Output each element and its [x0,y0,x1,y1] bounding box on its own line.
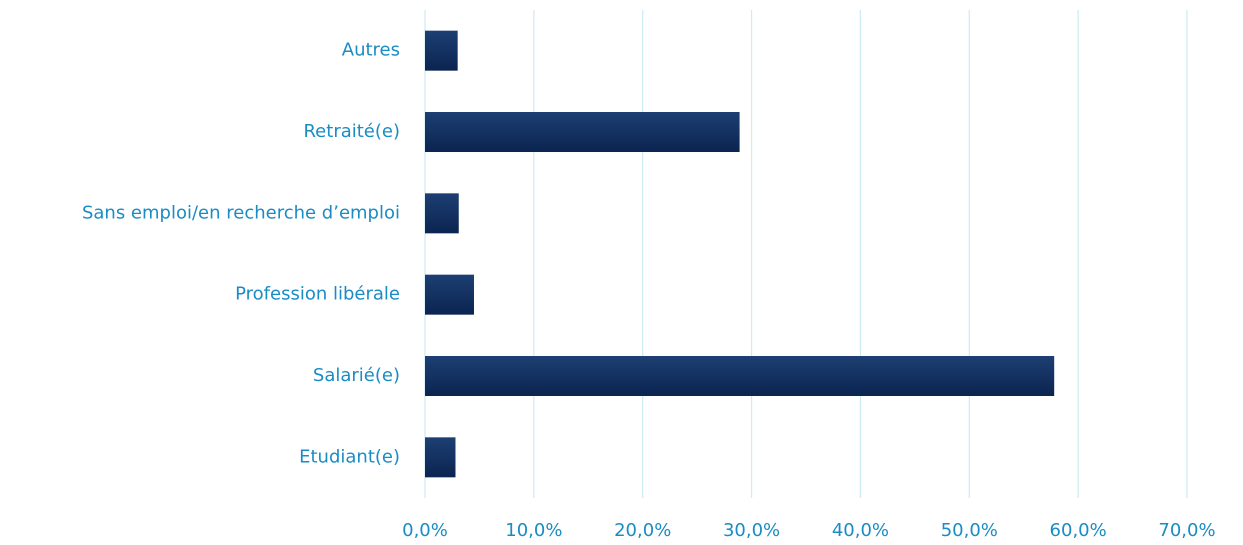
x-tick-label: 30,0% [723,520,780,541]
x-tick-label: 70,0% [1158,520,1215,541]
y-tick-label: Sans emploi/en recherche d’emploi [82,202,400,223]
x-tick-label: 40,0% [832,520,889,541]
bar [425,274,474,315]
bar [425,30,458,71]
bar [425,193,459,234]
x-tick-label: 60,0% [1050,520,1107,541]
x-tick-label: 10,0% [505,520,562,541]
x-tick-label: 0,0% [402,520,448,541]
x-tick-label: 20,0% [614,520,671,541]
y-tick-label: Etudiant(e) [299,446,400,467]
y-tick-label: Salarié(e) [313,365,400,386]
bar [425,356,1055,396]
y-tick-label: Retraité(e) [303,121,400,142]
y-tick-label: Profession libérale [235,284,400,305]
bar [425,112,740,152]
x-tick-label: 50,0% [941,520,998,541]
y-tick-label: Autres [342,40,400,61]
bar [425,437,456,478]
